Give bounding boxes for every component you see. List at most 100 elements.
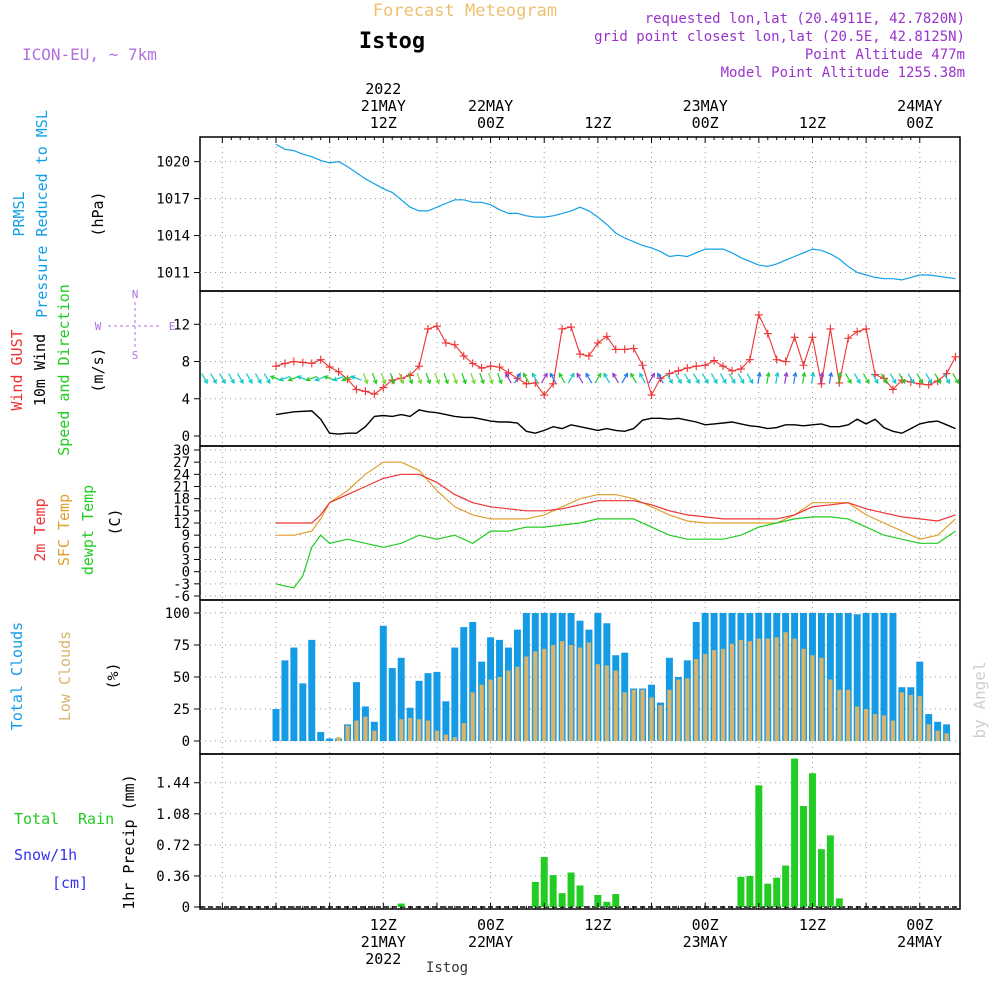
wind-direction-arrow [488, 372, 494, 385]
prmsl-label: PRMSL [10, 191, 28, 236]
low-clouds-bar [658, 705, 663, 741]
wind-direction-arrow [505, 372, 512, 384]
gust-marker [415, 362, 424, 371]
low-clouds-bar [801, 648, 806, 741]
y-tick-label: 0 [182, 565, 190, 581]
rain-label: Rain [78, 810, 114, 828]
wind-gust-line [275, 313, 956, 397]
low-clouds-bar [425, 720, 431, 741]
wind-direction-arrow [479, 372, 485, 385]
wind-direction-arrow [692, 373, 700, 385]
low-clouds-bar [649, 697, 654, 741]
wind-direction-arrow [783, 371, 789, 384]
wind-direction-arrow [889, 373, 897, 385]
precip-bar [612, 894, 620, 907]
y-tick-label: 0 [182, 429, 190, 445]
y-tick-label: 0.36 [156, 869, 190, 885]
wind-direction-arrow [314, 375, 327, 382]
wind-direction-arrow [576, 372, 584, 384]
gust-marker [638, 361, 647, 370]
low-clouds-bar [703, 653, 708, 741]
gust-marker [272, 362, 280, 371]
low-clouds-bar [461, 723, 466, 741]
low-clouds-bar [560, 641, 565, 741]
total-clouds-bar [442, 701, 450, 741]
precip-bar [549, 875, 557, 907]
wind-direction-arrow [362, 372, 369, 385]
wind-direction-arrow [210, 373, 217, 385]
gust-marker [477, 364, 486, 373]
top-time-label: 12Z [799, 114, 826, 132]
wind-direction-arrow [522, 372, 530, 384]
gust-marker [602, 332, 611, 341]
gust-marker [754, 310, 763, 319]
gust-marker [719, 362, 728, 371]
low-clouds-bar [747, 641, 752, 741]
pressure-panel [199, 136, 961, 292]
wind-direction-arrow [925, 373, 933, 385]
low-clouds-bar [613, 670, 618, 741]
wind-direction-arrow [630, 372, 637, 384]
low-clouds-bar [917, 696, 922, 741]
wind-direction-arrow [603, 372, 611, 384]
pressure-unit-label: (hPa) [89, 191, 107, 236]
station-title: Istog [359, 29, 425, 54]
y-tick-label: 9 [182, 528, 190, 544]
y-tick-label: -3 [173, 577, 190, 593]
temp-unit-label: (C) [106, 508, 124, 535]
low-clouds-bar [881, 715, 887, 741]
total-clouds-bar [862, 613, 870, 741]
low-clouds-bar [890, 720, 896, 741]
total-clouds-bar [835, 613, 843, 741]
wind-direction-arrow [828, 371, 834, 384]
total-clouds-bar [889, 613, 897, 741]
y-tick-label: 21 [173, 480, 190, 496]
low-clouds-bar [783, 632, 788, 741]
low-clouds-bar [926, 724, 931, 741]
wind-direction-arrow [219, 373, 226, 385]
low-clouds-bar [372, 730, 377, 741]
total-clouds-bar [272, 709, 280, 741]
compass-s: S [132, 349, 139, 362]
low-clouds-bar [676, 679, 681, 741]
wind-direction-arrow [657, 372, 664, 384]
wind-direction-arrow [540, 372, 548, 384]
gust-marker [763, 329, 772, 338]
precip-bar [791, 758, 799, 907]
low-clouds-bar [712, 650, 717, 741]
total-clouds-bar [326, 738, 334, 741]
low-clouds-bar [828, 679, 833, 741]
wind-direction-arrow [710, 373, 718, 385]
y-tick-label: 1020 [156, 155, 190, 171]
low-clouds-bar [855, 706, 860, 741]
gust-marker [441, 338, 450, 347]
gust-marker [325, 363, 334, 372]
wind-direction-arrow [305, 375, 318, 382]
low-clouds-bar [792, 638, 797, 741]
low-clouds-bar [604, 665, 609, 741]
wind-direction-arrow [943, 373, 950, 385]
low-clouds-bar [872, 714, 878, 741]
total-clouds-bar [943, 724, 951, 741]
low-clouds-bar [577, 647, 583, 741]
wind-direction-arrow [837, 371, 843, 384]
wind-direction-arrow [765, 371, 771, 384]
total-clouds-bar [433, 671, 441, 741]
gust-marker [826, 324, 835, 333]
low-clouds-bar [935, 730, 940, 741]
low-clouds-bar [524, 656, 529, 741]
info-line-4: Model Point Altitude 1255.38m [721, 65, 965, 81]
info-line-2: grid point closest lon,lat (20.5E, 42.81… [594, 29, 965, 45]
wind-direction-arrow [514, 372, 521, 384]
y-tick-label: 12 [173, 516, 190, 532]
gust-marker [888, 385, 897, 394]
low-clouds-bar [899, 692, 904, 741]
total-clouds-bar [460, 627, 468, 741]
wind-speed-dir-label: Speed and Direction [55, 284, 73, 456]
gust-marker [334, 367, 343, 376]
low-clouds-bar [810, 655, 815, 741]
low-clouds-bar [837, 689, 842, 741]
y-tick-label: 50 [173, 670, 190, 686]
wind-direction-arrow [567, 372, 575, 384]
low-clouds-bar [774, 637, 779, 741]
